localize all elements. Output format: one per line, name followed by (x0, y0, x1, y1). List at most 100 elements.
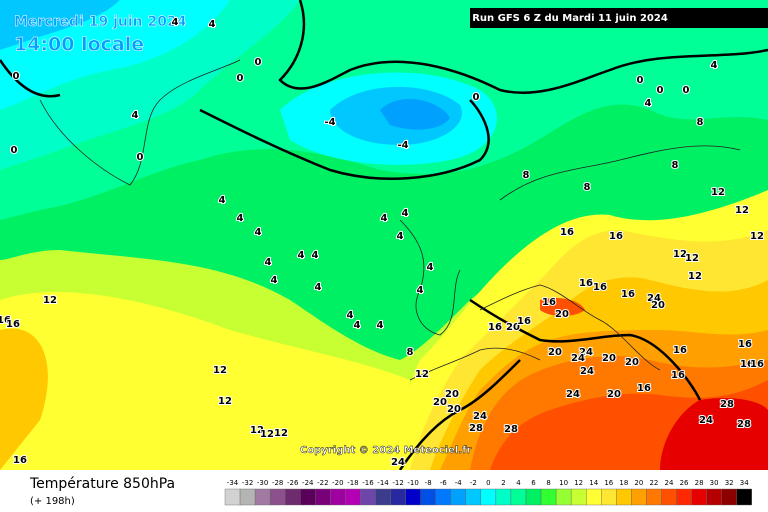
contour-label: 20 (555, 309, 569, 320)
legend-label: 12 (574, 479, 583, 487)
legend-label: 8 (546, 479, 550, 487)
contour-label: 4 (711, 60, 718, 71)
legend-label: -22 (317, 479, 328, 487)
legend-label: 10 (559, 479, 568, 487)
contour-label: 8 (407, 347, 414, 358)
contour-label: 0 (683, 85, 690, 96)
legend-swatch (495, 488, 512, 506)
contour-label: 24 (566, 389, 580, 400)
contour-label: 16 (517, 316, 531, 327)
legend-swatch (480, 488, 497, 506)
legend-label: -30 (257, 479, 268, 487)
copyright: Copyright © 2024 Meteociel.fr (300, 445, 471, 456)
contour-label: 16 (621, 289, 635, 300)
contour-label: 16 (671, 370, 685, 381)
legend-swatch (285, 488, 301, 506)
footer-lead: (+ 198h) (30, 496, 75, 507)
run-banner (470, 8, 768, 28)
legend-label: -6 (440, 479, 448, 487)
legend-swatch (375, 488, 391, 506)
legend-label: -8 (425, 479, 432, 487)
contour-label: 12 (735, 205, 749, 216)
legend-label: -26 (287, 479, 299, 487)
contour-label: 28 (737, 419, 751, 430)
contour-label: 0 (13, 71, 20, 82)
contour-label: 12 (274, 428, 288, 439)
legend-swatch (691, 488, 707, 506)
legend-swatch (570, 488, 587, 506)
contour-label: 12 (673, 249, 687, 260)
coastlines (39, 59, 741, 381)
legend-swatch (405, 488, 421, 506)
contour-label: 4 (219, 195, 226, 206)
legend-label: -18 (347, 479, 358, 487)
legend-label: -4 (455, 479, 463, 487)
legend-label: 14 (589, 479, 598, 487)
contour-label: 4 (377, 320, 384, 331)
legend-swatch (300, 488, 316, 506)
contour-label: 20 (548, 347, 562, 358)
contour-label: 16 (673, 345, 687, 356)
contour-label: 20 (445, 389, 459, 400)
legend-label: 16 (604, 479, 613, 487)
contour-label: 24 (473, 411, 487, 422)
contour-label: 4 (645, 98, 652, 109)
legend-swatch (706, 488, 722, 506)
contour-label: 28 (469, 423, 483, 434)
legend-label: 32 (725, 479, 734, 487)
contour-label: 8 (523, 170, 530, 181)
legend-swatch (330, 488, 346, 506)
legend-swatch (420, 488, 436, 506)
contour-label: 4 (271, 275, 278, 286)
contour-label: 4 (381, 213, 388, 224)
contour-label: 4 (132, 110, 139, 121)
legend-label: 18 (619, 479, 628, 487)
contour-label: 24 (699, 415, 713, 426)
legend-swatch (616, 488, 632, 506)
contour-label: 16 (738, 339, 752, 350)
forecast-time: 14:00 locale (14, 34, 144, 56)
contour-label: 24 (391, 457, 405, 468)
run-text: Run GFS 6 Z du Mardi 11 juin 2024 (472, 13, 668, 24)
legend-label: 26 (680, 479, 689, 487)
contour-label: 4 (397, 231, 404, 242)
contour-label: 4 (354, 320, 361, 331)
contour-label: 20 (433, 397, 447, 408)
contour-label: 16 (6, 319, 20, 330)
contour-label: 28 (504, 424, 518, 435)
legend-swatch (390, 488, 406, 506)
legend-label: -2 (470, 479, 477, 487)
legend-swatch (540, 488, 557, 506)
contour-label: 24 (571, 353, 585, 364)
contour-label: 0 (137, 152, 144, 163)
legend-swatch (465, 488, 482, 506)
contour-label: 8 (697, 117, 704, 128)
legend-label: -20 (332, 479, 343, 487)
legend-swatch (736, 488, 752, 506)
legend-label: 22 (649, 479, 658, 487)
legend-swatch (315, 488, 331, 506)
legend-swatch (631, 488, 647, 506)
contour-label: 20 (447, 404, 461, 415)
legend-label: 4 (516, 479, 521, 487)
legend-swatch (510, 488, 527, 506)
contour-label: 4 (265, 257, 272, 268)
contour-label: 16 (740, 359, 754, 370)
contour-label: -4 (324, 117, 335, 128)
contour-label: 16 (488, 322, 502, 333)
legend-label: 6 (531, 479, 536, 487)
legend-label: 24 (665, 479, 674, 487)
legend-swatch (555, 488, 572, 506)
legend-label: 34 (740, 479, 749, 487)
contour-label: 16 (13, 455, 27, 466)
contour-label: 16 (750, 359, 764, 370)
legend-label: -10 (407, 479, 418, 487)
legend-label: -16 (362, 479, 374, 487)
legend-swatch (646, 488, 662, 506)
legend-label: -12 (392, 479, 403, 487)
contour-label: 12 (685, 253, 699, 264)
legend-swatch (525, 488, 542, 506)
legend-label: 28 (695, 479, 704, 487)
contour-label: 0 (237, 73, 244, 84)
